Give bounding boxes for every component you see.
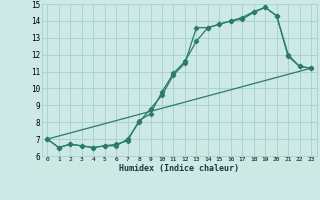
X-axis label: Humidex (Indice chaleur): Humidex (Indice chaleur) (119, 164, 239, 173)
